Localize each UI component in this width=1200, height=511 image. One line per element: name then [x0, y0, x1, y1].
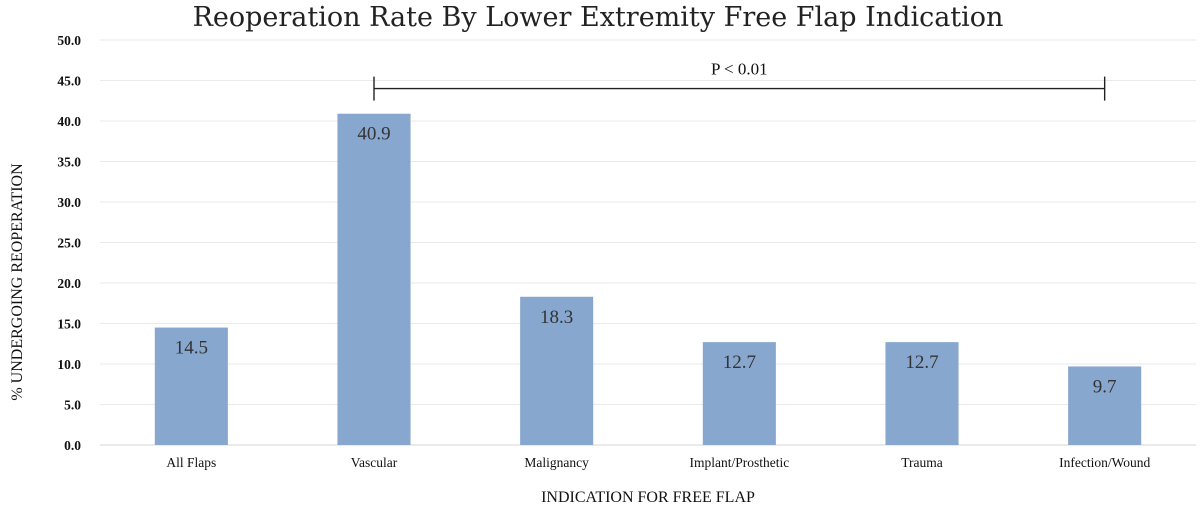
- bars: [154, 113, 1142, 446]
- y-tick-label: 5.0: [64, 398, 81, 413]
- y-axis-ticks: 0.0 5.0 10.0 15.0 20.0 25.0 30.0 35.0 40.0 45.0 50…: [57, 33, 81, 453]
- x-tick-label: Malignancy: [524, 455, 589, 470]
- x-tick-label: Infection/Wound: [1059, 455, 1150, 470]
- gridlines: [100, 39, 1196, 446]
- data-label: 9.7: [1093, 376, 1117, 397]
- y-tick-label: 30.0: [57, 195, 81, 210]
- bar: [154, 327, 228, 445]
- bar: [1068, 366, 1142, 445]
- y-tick-label: 40.0: [57, 114, 81, 129]
- data-label: 14.5: [175, 338, 208, 359]
- bar: [702, 342, 776, 445]
- data-labels: 14.5 40.9 18.3 12.7 12.7 9.7: [175, 124, 1117, 398]
- bar: [885, 342, 959, 445]
- y-axis-label: % UNDERGOING REOPERATION: [9, 163, 26, 401]
- y-tick-label: 50.0: [57, 33, 81, 48]
- y-tick-label: 15.0: [57, 317, 81, 332]
- y-tick-label: 35.0: [57, 155, 81, 170]
- y-tick-label: 10.0: [57, 357, 81, 372]
- significance-annotation: P < 0.01: [373, 60, 1106, 101]
- data-label: 12.7: [905, 352, 938, 373]
- bar: [520, 296, 594, 445]
- x-tick-label: Vascular: [351, 455, 398, 470]
- p-value-label: P < 0.01: [711, 60, 768, 79]
- data-label: 40.9: [357, 124, 390, 145]
- y-tick-label: 0.0: [64, 438, 81, 453]
- y-tick-label: 45.0: [57, 74, 81, 89]
- y-tick-label: 25.0: [57, 236, 81, 251]
- data-label: 18.3: [540, 307, 573, 328]
- x-tick-label: Trauma: [901, 455, 943, 470]
- y-tick-label: 20.0: [57, 276, 81, 291]
- data-label: 12.7: [723, 352, 756, 373]
- x-axis-categories: All Flaps Vascular Malignancy Implant/Prost…: [166, 455, 1150, 470]
- x-axis-label: INDICATION FOR FREE FLAP: [541, 489, 755, 506]
- chart-title: Reoperation Rate By Lower Extremity Free…: [193, 2, 1004, 33]
- x-tick-label: Implant/Prosthetic: [689, 455, 789, 470]
- x-tick-label: All Flaps: [166, 455, 216, 470]
- bar: [337, 113, 411, 446]
